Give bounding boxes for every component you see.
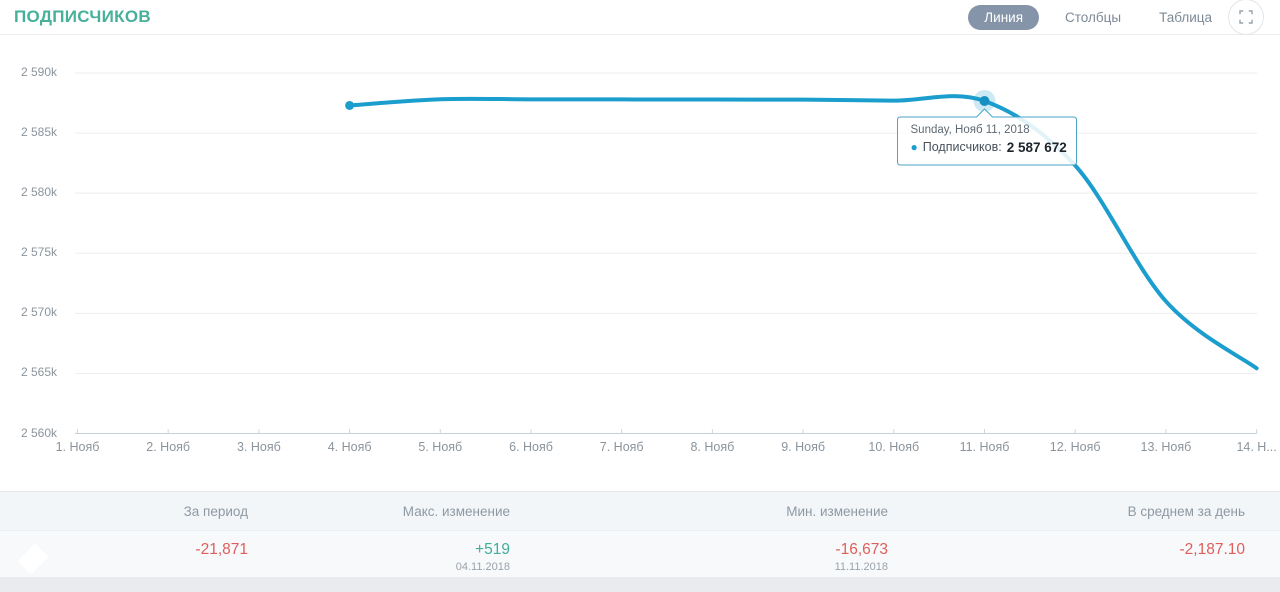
- y-axis-label: 2 580k: [20, 185, 57, 200]
- y-axis-label: 2 590k: [20, 65, 57, 79]
- y-axis-label: 2 570k: [20, 305, 57, 320]
- stat-label-daily-avg: В среднем за день: [1127, 504, 1245, 519]
- stat-value-daily-avg: -2,187.10: [1179, 541, 1246, 558]
- stat-date-max-change: 04.11.2018: [455, 561, 510, 573]
- stat-label-min-change: Мин. изменение: [786, 504, 888, 519]
- stat-value-min-change: -16,673: [835, 541, 888, 558]
- x-axis-label: 6. Нояб: [509, 440, 553, 454]
- x-axis-label: 1. Нояб: [55, 440, 100, 454]
- x-axis-label: 13. Нояб: [1140, 440, 1192, 454]
- tooltip-series-label: Подписчиков:: [922, 140, 1002, 155]
- x-axis-label: 7. Нояб: [599, 440, 644, 454]
- stat-value-max-change: +519: [475, 541, 510, 558]
- x-axis-label: 11. Нояб: [959, 440, 1010, 454]
- stats-bar: За период Макс. изменение Мин. изменение…: [0, 491, 1280, 577]
- tab-table[interactable]: Таблица: [1159, 9, 1212, 25]
- tooltip-date: Sunday, Нояб 11, 2018: [910, 123, 1030, 136]
- fullscreen-icon: [1239, 10, 1253, 24]
- stats-header-row: За период Макс. изменение Мин. изменение…: [0, 492, 1280, 531]
- tooltip-value: 2 587 672: [1006, 139, 1067, 155]
- stat-value-period: -21,871: [195, 541, 248, 558]
- stat-label-period: За период: [183, 504, 248, 519]
- fullscreen-button[interactable]: [1228, 0, 1264, 35]
- stat-date-min-change: 11.11.2018: [834, 561, 888, 573]
- x-axis-label: 3. Нояб: [236, 440, 281, 454]
- chart-tooltip: Sunday, Нояб 11, 2018 ● Подписчиков: 2 5…: [911, 124, 1067, 155]
- y-axis-label: 2 575k: [20, 245, 57, 260]
- tooltip-series-marker-icon: ●: [910, 140, 918, 155]
- subscribers-chart-widget: 2 590k 2 585k 2 580k 2 575k 2 570k 2 565k 2 56…: [0, 0, 1280, 577]
- x-axis-label: 8. Нояб: [690, 440, 735, 454]
- x-axis-label: 10. Нояб: [868, 440, 920, 454]
- tab-line[interactable]: Линия: [968, 4, 1040, 30]
- y-axis-label: 2 565k: [20, 365, 57, 380]
- y-axis-label: 2 585k: [20, 125, 57, 140]
- stat-date-daily-avg: [995, 561, 1245, 574]
- chart-header: ПОДПИСЧИКОВ Линия Столбцы Таблица: [0, 0, 1280, 35]
- x-axis-label: 9. Нояб: [781, 440, 825, 454]
- x-axis-label: 2. Нояб: [146, 440, 191, 454]
- stat-date-period: [48, 561, 248, 574]
- x-axis-label: 4. Нояб: [327, 440, 372, 454]
- stats-values-row: -21,871 +519 04.11.2018 -16,673 11.11.20…: [0, 531, 1280, 577]
- tab-columns[interactable]: Столбцы: [1065, 9, 1122, 25]
- line-chart-canvas[interactable]: [0, 0, 1280, 491]
- page-title: ПОДПИСЧИКОВ: [14, 7, 151, 26]
- x-axis-label: 12. Нояб: [1049, 440, 1101, 454]
- chart-area[interactable]: 2 590k 2 585k 2 580k 2 575k 2 570k 2 565k 2 56…: [0, 0, 1280, 491]
- view-switcher-tabs: Линия Столбцы Таблица: [968, 4, 1224, 30]
- x-axis-label: 14. Н...: [1236, 440, 1277, 454]
- x-axis-label: 5. Нояб: [418, 440, 463, 454]
- stat-label-max-change: Макс. изменение: [402, 504, 510, 519]
- y-axis-label: 2 560k: [20, 425, 57, 440]
